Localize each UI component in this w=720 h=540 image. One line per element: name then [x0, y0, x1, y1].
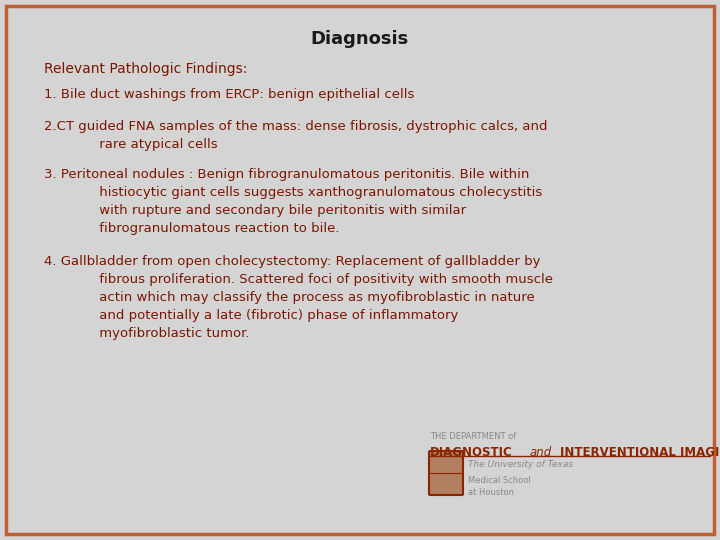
Text: THE DEPARTMENT of: THE DEPARTMENT of: [430, 432, 516, 441]
Text: at Houston: at Houston: [468, 488, 514, 497]
Text: 4. Gallbladder from open cholecystectomy: Replacement of gallbladder by
        : 4. Gallbladder from open cholecystectomy…: [44, 255, 553, 340]
Text: The University of Texas: The University of Texas: [468, 460, 573, 469]
Text: Medical School: Medical School: [468, 476, 531, 485]
Text: 3. Peritoneal nodules : Benign fibrogranulomatous peritonitis. Bile within
     : 3. Peritoneal nodules : Benign fibrogran…: [44, 168, 542, 235]
Text: and: and: [530, 446, 552, 459]
Text: INTERVENTIONAL IMAGING: INTERVENTIONAL IMAGING: [560, 446, 720, 459]
Text: Diagnosis: Diagnosis: [311, 30, 409, 48]
Text: 1. Bile duct washings from ERCP: benign epithelial cells: 1. Bile duct washings from ERCP: benign …: [44, 88, 415, 101]
FancyBboxPatch shape: [429, 451, 463, 495]
Text: Relevant Pathologic Findings:: Relevant Pathologic Findings:: [44, 62, 248, 76]
Text: DIAGNOSTIC: DIAGNOSTIC: [430, 446, 513, 459]
Text: 2.CT guided FNA samples of the mass: dense fibrosis, dystrophic calcs, and
     : 2.CT guided FNA samples of the mass: den…: [44, 120, 547, 151]
